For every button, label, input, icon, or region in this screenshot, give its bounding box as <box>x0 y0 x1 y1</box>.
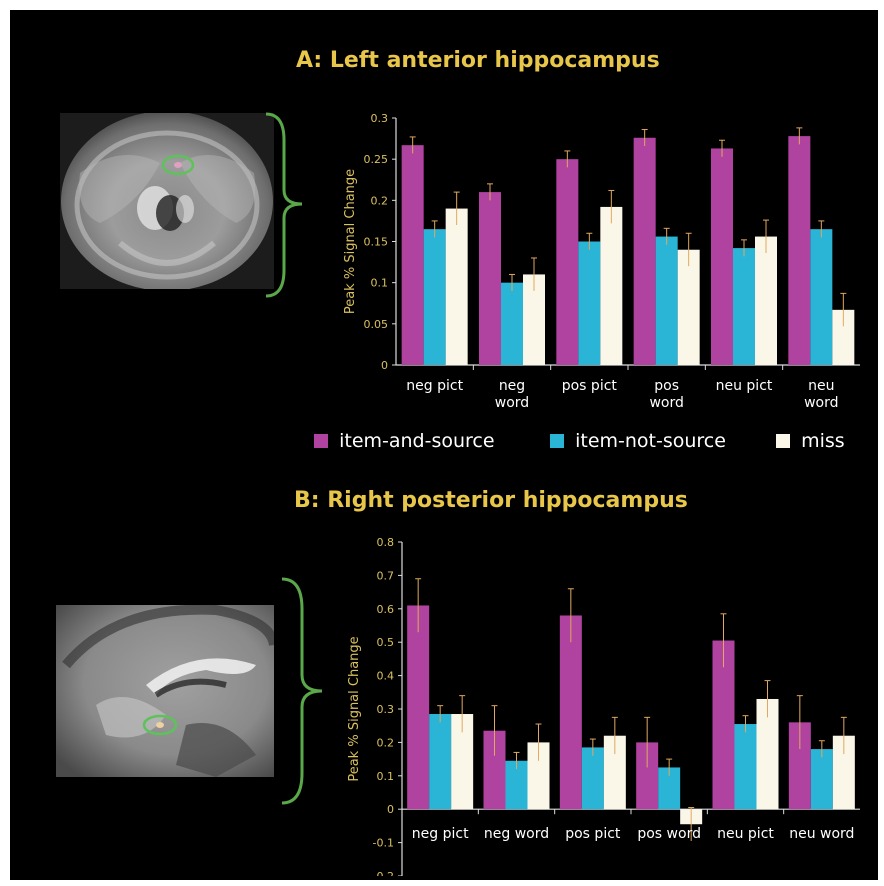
bar-item-and-source <box>479 192 501 365</box>
bar-item-and-source <box>636 742 659 810</box>
bar-item-not-source <box>734 724 757 810</box>
x-tick-label: pos pict <box>562 378 618 394</box>
bar-miss <box>527 742 550 810</box>
bar-miss <box>445 208 468 365</box>
bar-item-and-source <box>633 137 656 365</box>
y-tick-label: 0.15 <box>364 236 389 249</box>
x-tick-label: neu pict <box>717 826 774 842</box>
axial-mri-image <box>60 113 274 289</box>
y-tick-label: 0 <box>387 803 394 816</box>
legend-label: miss <box>801 430 845 452</box>
y-tick-label: 0.2 <box>371 194 389 207</box>
bar-item-not-source <box>429 714 452 810</box>
bar-item-not-source <box>423 229 446 365</box>
bar-item-and-source <box>556 159 579 365</box>
x-tick-label: word <box>649 395 683 411</box>
x-tick-label: neu <box>808 378 834 394</box>
bar-item-and-source <box>559 615 582 810</box>
legend-label: item-and-source <box>339 430 495 452</box>
y-axis-label: Peak % Signal Change <box>347 636 362 781</box>
y-axis-label: Peak % Signal Change <box>343 169 358 314</box>
bar-miss <box>523 274 545 365</box>
figure: A: Left anterior hippocampus B: Right po… <box>10 10 878 880</box>
x-tick-label: pos <box>654 378 679 394</box>
bar-miss <box>600 206 623 365</box>
legend-item: item-and-source <box>314 430 495 452</box>
bar-miss <box>755 236 777 365</box>
y-tick-label: 0.05 <box>364 318 389 331</box>
bar-item-and-source <box>483 730 506 810</box>
x-tick-label: pos pict <box>565 826 621 842</box>
y-tick-label: 0.8 <box>377 536 395 549</box>
x-tick-label: neg pict <box>406 378 463 394</box>
bar-miss <box>677 249 700 365</box>
y-tick-label: 0.6 <box>377 603 395 616</box>
panel-a-title: A: Left anterior hippocampus <box>296 48 660 73</box>
bar-miss <box>756 698 779 810</box>
chart-a: Peak % Signal Change 0 0.05 0.1 0.15 0.2 0.25 0… <box>343 112 860 411</box>
y-tick-label: 0.3 <box>371 112 389 125</box>
legend-item: miss <box>776 430 845 452</box>
panel-b-title: B: Right posterior hippocampus <box>294 488 688 513</box>
x-tick-label: word <box>804 395 838 411</box>
sagittal-mri-image <box>56 605 274 777</box>
bar-item-and-source <box>788 722 811 810</box>
y-tick-label: 0.4 <box>377 670 395 683</box>
legend-swatch-item-and-source <box>314 434 328 448</box>
legend: item-and-source item-not-source miss <box>306 424 866 454</box>
bar-item-not-source <box>581 747 604 810</box>
bar-miss <box>832 735 855 810</box>
x-tick-label: word <box>495 395 529 411</box>
brace-b <box>281 577 323 805</box>
bar-miss <box>832 309 855 365</box>
x-tick-label: neu word <box>789 826 854 842</box>
bar-item-not-source <box>505 760 528 810</box>
y-tick-label: 0.3 <box>377 703 395 716</box>
bar-item-not-source <box>578 241 601 365</box>
chart-b: Peak % Signal Change -0.2 -0.1 0 0.1 0.2 0.3 0.… <box>347 536 860 876</box>
bar-item-not-source <box>733 248 755 365</box>
bar-item-not-source <box>655 236 678 365</box>
bar-item-and-source <box>712 640 735 810</box>
y-tick-label: 0.7 <box>377 569 395 582</box>
bar-item-and-source <box>711 148 733 365</box>
x-tick-label: neg word <box>484 826 549 842</box>
bar-item-and-source <box>401 145 424 365</box>
legend-swatch-miss <box>776 434 790 448</box>
y-tick-label: 0.25 <box>364 153 389 166</box>
roi-circle <box>142 714 178 736</box>
bar-item-not-source <box>501 282 523 365</box>
bar-miss <box>451 714 474 810</box>
bar-item-and-source <box>407 605 430 810</box>
x-tick-label: neg <box>499 378 525 394</box>
bar-item-not-source <box>810 229 833 365</box>
x-tick-label: pos word <box>637 826 701 842</box>
legend-label: item-not-source <box>575 430 726 452</box>
y-tick-label: 0.1 <box>371 277 389 290</box>
x-tick-label: neg pict <box>412 826 469 842</box>
bar-item-and-source <box>788 136 811 365</box>
bar-item-not-source <box>658 767 681 810</box>
roi-circle <box>161 154 195 176</box>
y-tick-label: -0.1 <box>373 837 394 850</box>
legend-item: item-not-source <box>550 430 726 452</box>
y-tick-label: 0.1 <box>377 770 395 783</box>
x-tick-label: neu pict <box>716 378 773 394</box>
y-tick-label: 0.5 <box>377 636 395 649</box>
bar-item-not-source <box>810 749 833 810</box>
y-tick-label: 0.2 <box>377 736 395 749</box>
legend-swatch-item-not-source <box>550 434 564 448</box>
bar-miss <box>603 735 626 810</box>
y-tick-label: 0 <box>381 359 388 372</box>
brace-a <box>265 112 303 298</box>
y-tick-label: -0.2 <box>373 870 394 876</box>
